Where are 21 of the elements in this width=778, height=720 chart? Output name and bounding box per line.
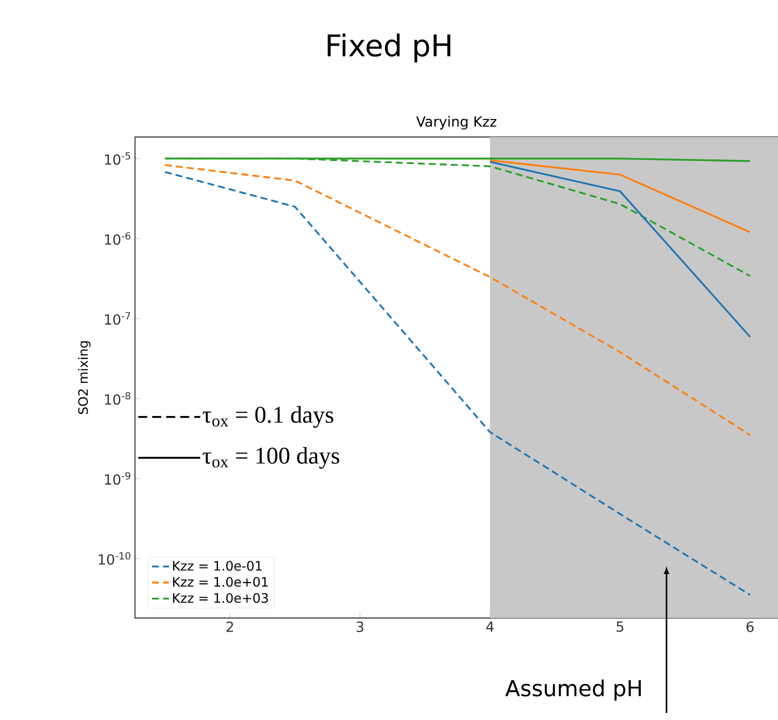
y-tick-label: 10$^{-8}$ xyxy=(105,392,130,405)
x-tick-label: 3 xyxy=(356,622,364,632)
y-tick-label: 10$^{-5}$ xyxy=(105,152,130,165)
legend-label: Kzz = 1.0e-01 xyxy=(173,560,262,571)
x-tick-label: 6 xyxy=(746,622,754,632)
y-tick-label: 10$^{-7}$ xyxy=(105,312,130,325)
y-axis-title: SO2 mixing xyxy=(78,341,90,414)
annotation: τ$_{ox}$ = 100 days xyxy=(202,446,340,469)
x-tick-label: 2 xyxy=(226,622,233,632)
line-series xyxy=(164,164,751,436)
chart-title: Fixed pH xyxy=(328,34,450,62)
legend-label: Kzz = 1.0e+03 xyxy=(173,593,268,603)
y-tick-label: 10$^{-9}$ xyxy=(105,472,130,485)
y-tick-label: 10$^{-6}$ xyxy=(105,232,130,245)
annotation: τ$_{ox}$ = 0.1 days xyxy=(202,406,334,428)
y-tick-label: 10$^{-10}$ xyxy=(98,552,130,565)
chart-subtitle: Varying Kzz xyxy=(416,116,496,130)
band-label: Assumed pH xyxy=(505,680,641,701)
legend-label: Kzz = 1.0e+01 xyxy=(173,576,268,587)
x-tick-label: 5 xyxy=(616,622,624,632)
x-tick-label: 4 xyxy=(486,622,494,632)
